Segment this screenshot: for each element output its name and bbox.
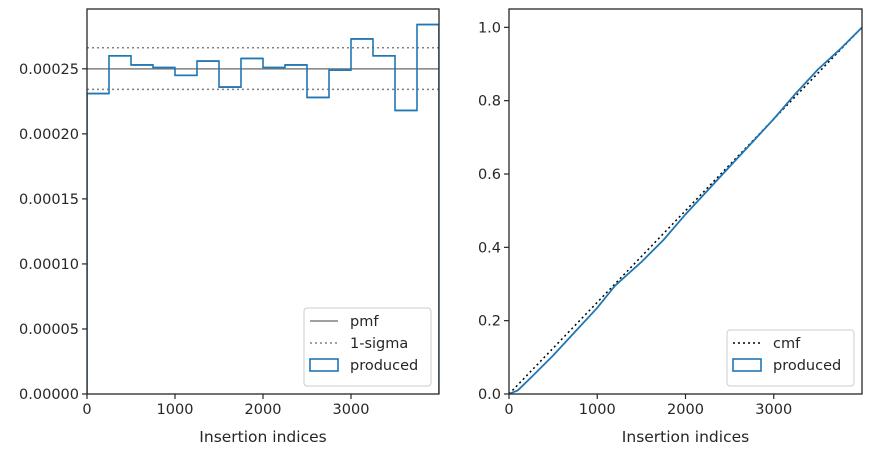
y-tick-label: 1.0	[478, 20, 501, 36]
x-tick-label: 2000	[245, 402, 282, 418]
x-axis-label: Insertion indices	[622, 428, 749, 446]
legend-label: 1-sigma	[350, 336, 408, 352]
y-tick-label: 0.00010	[19, 257, 79, 273]
y-tick-label: 0.6	[478, 167, 501, 183]
x-tick-label: 1000	[579, 402, 616, 418]
x-tick-label: 0	[504, 402, 513, 418]
y-tick-label: 0.00005	[19, 322, 79, 338]
x-tick-label: 3000	[333, 402, 370, 418]
left-chart-pmf: 0 1000 2000 3000 0.00000 0.00005 0.00010 0.0001…	[19, 8, 440, 446]
y-tick-label: 0.00015	[19, 192, 79, 208]
y-tick-label: 0.00025	[19, 62, 79, 78]
legend-swatch-produced	[309, 358, 339, 372]
y-tick-label: 0.0	[478, 387, 501, 403]
x-tick-label: 2000	[667, 402, 704, 418]
legend: cmf produced	[726, 329, 855, 387]
legend-label: produced	[350, 358, 418, 374]
legend-box	[726, 329, 855, 387]
x-tick-label: 1000	[157, 402, 194, 418]
y-tick-label: 0.4	[478, 240, 501, 256]
legend-box	[303, 307, 432, 387]
y-tick-label: 0.2	[478, 314, 501, 330]
plot-area	[87, 23, 439, 394]
plot-area	[509, 26, 862, 394]
legend-swatch-produced	[732, 358, 762, 372]
x-axis-label: Insertion indices	[199, 428, 326, 446]
x-tick-label: 0	[82, 402, 91, 418]
legend-label: cmf	[773, 336, 801, 352]
y-tick-label: 0.8	[478, 94, 501, 110]
legend: pmf 1-sigma produced	[303, 307, 432, 387]
right-chart-cmf: 0 1000 2000 3000 0.0 0.2 0.4 0.6 0.8 1.0 Insertion…	[478, 8, 863, 446]
x-tick-label: 3000	[755, 402, 792, 418]
y-tick-label: 0.00020	[19, 127, 79, 143]
y-tick-label: 0.00000	[19, 387, 79, 403]
legend-label: pmf	[350, 314, 379, 330]
produced-cumulative-line	[509, 26, 862, 394]
legend-label: produced	[773, 358, 841, 374]
